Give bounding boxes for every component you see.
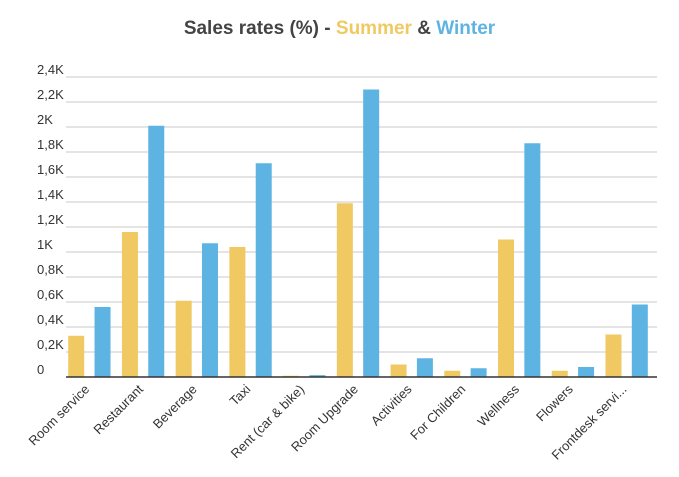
legend-summer: Summer (335, 18, 412, 39)
x-tick-label: Room service (25, 382, 92, 449)
bar-summer-1 (121, 232, 138, 377)
bar-winter-1 (148, 125, 165, 377)
y-tick-label: 2,2K (37, 87, 64, 102)
y-tick-label: 0,2K (37, 337, 64, 352)
bar-winter-4 (309, 375, 326, 377)
legend-winter: Winter (436, 18, 496, 39)
y-axis-ticks: 0 0,2K 0,4K 0,6K 0,8K 1K 1,2K 1,4K 1,6K 1,8K 2K 2,2… (37, 62, 64, 377)
bar-summer-9 (551, 370, 568, 377)
bar-summer-8 (498, 239, 515, 377)
bar-summer-0 (68, 335, 85, 377)
y-tick-label: 0,8K (37, 262, 64, 277)
x-tick-label: Beverage (150, 382, 200, 432)
chart-title: Sales rates (%) - Summer & Winter (0, 18, 679, 40)
x-tick-label: Taxi (227, 381, 254, 408)
bar-summer-10 (605, 334, 622, 377)
y-tick-label: 0 (37, 362, 44, 377)
bar-winter-2 (201, 243, 218, 377)
y-tick-label: 1K (37, 237, 53, 252)
y-tick-label: 0,4K (37, 312, 64, 327)
y-tick-label: 0,6K (37, 287, 64, 302)
x-tick-label: Wellness (474, 381, 522, 429)
title-joiner: & (417, 18, 431, 39)
y-tick-label: 1,8K (37, 137, 64, 152)
bar-winter-10 (631, 304, 648, 377)
y-tick-label: 2,4K (37, 62, 64, 77)
x-tick-label: Restaurant (90, 381, 146, 437)
y-tick-label: 1,4K (37, 187, 64, 202)
x-tick-label: For Children (407, 382, 468, 443)
x-tick-label: Flowers (533, 381, 576, 424)
bar-winter-9 (578, 367, 595, 377)
bar-summer-3 (229, 247, 246, 377)
bar-summer-6 (390, 364, 407, 377)
bar-winter-8 (524, 143, 541, 377)
bars (68, 89, 648, 377)
x-tick-label: Activities (368, 381, 415, 428)
y-tick-label: 2K (37, 112, 53, 127)
bar-winter-5 (363, 89, 380, 377)
bar-winter-3 (255, 163, 272, 377)
bar-summer-5 (336, 203, 353, 377)
bar-summer-7 (444, 370, 461, 377)
bar-winter-0 (94, 307, 111, 377)
bar-winter-7 (470, 368, 487, 377)
y-tick-label: 1,2K (37, 212, 64, 227)
title-prefix: Sales rates (%) - (183, 18, 331, 39)
y-tick-label: 1,6K (37, 162, 64, 177)
bar-winter-6 (416, 358, 433, 377)
bar-summer-2 (175, 300, 192, 377)
grid-lines (66, 76, 657, 353)
